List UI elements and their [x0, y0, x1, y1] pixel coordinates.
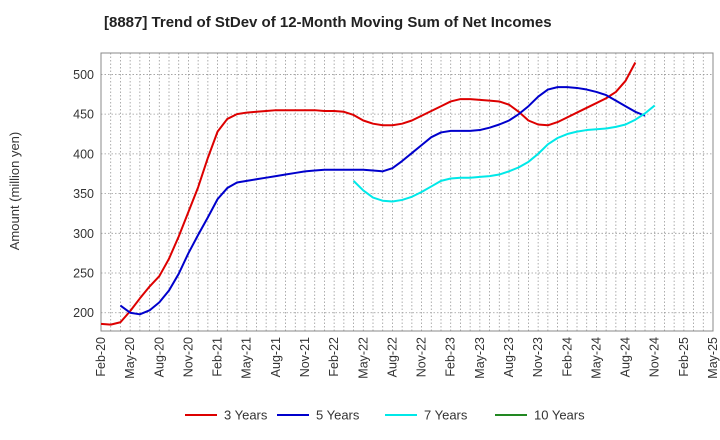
legend: 3 Years 5 Years 7 Years 10 Years — [185, 408, 585, 423]
legend-label: 10 Years — [534, 408, 585, 423]
x-tick-label: May-21 — [240, 337, 254, 379]
x-tick-label: Feb-24 — [560, 337, 574, 377]
x-tick-label: Feb-20 — [94, 337, 108, 377]
y-tick-labels: 200 250 300 350 400 450 500 — [73, 68, 94, 320]
x-tick-label: Aug-22 — [385, 337, 399, 377]
series-line-7-years — [352, 104, 656, 203]
x-tick-label: Aug-23 — [502, 337, 516, 377]
grid-layer — [101, 53, 713, 331]
x-tick-label: Nov-22 — [415, 337, 429, 377]
x-tick-label: Aug-21 — [269, 337, 283, 377]
y-tick-label: 450 — [73, 108, 94, 122]
y-tick-label: 400 — [73, 147, 94, 161]
x-tick-label: Feb-22 — [327, 337, 341, 377]
legend-label: 7 Years — [424, 408, 468, 423]
y-axis-title: Amount (million yen) — [7, 132, 22, 251]
y-tick-label: 200 — [73, 306, 94, 320]
legend-label: 3 Years — [224, 408, 268, 423]
x-tick-label: Feb-23 — [444, 337, 458, 377]
legend-label: 5 Years — [316, 408, 360, 423]
x-tick-label: Feb-21 — [211, 337, 225, 377]
x-tick-label: Aug-24 — [619, 337, 633, 377]
y-tick-label: 250 — [73, 267, 94, 281]
x-tick-label: Nov-20 — [181, 337, 195, 377]
series-line-5-years — [119, 86, 646, 316]
series-line-3-years — [100, 62, 637, 326]
x-tick-label: Nov-24 — [648, 337, 662, 377]
x-tick-label: May-24 — [589, 337, 603, 379]
series-layer — [100, 62, 656, 326]
x-tick-label: Nov-21 — [298, 337, 312, 377]
chart-title: [8887] Trend of StDev of 12-Month Moving… — [104, 14, 552, 31]
x-tick-label: Nov-23 — [531, 337, 545, 377]
x-tick-labels: Feb-20 May-20 Aug-20 Nov-20 Feb-21 May-21 Aug-… — [94, 337, 720, 379]
x-tick-label: May-23 — [473, 337, 487, 379]
plot-frame — [100, 52, 714, 332]
y-tick-label: 350 — [73, 187, 94, 201]
x-tick-label: Feb-25 — [677, 337, 691, 377]
x-tick-label: May-22 — [356, 337, 370, 379]
x-tick-label: May-20 — [123, 337, 137, 379]
x-tick-label: May-25 — [706, 337, 720, 379]
x-tick-label: Aug-20 — [152, 337, 166, 377]
y-tick-label: 300 — [73, 227, 94, 241]
y-tick-label: 500 — [73, 68, 94, 82]
